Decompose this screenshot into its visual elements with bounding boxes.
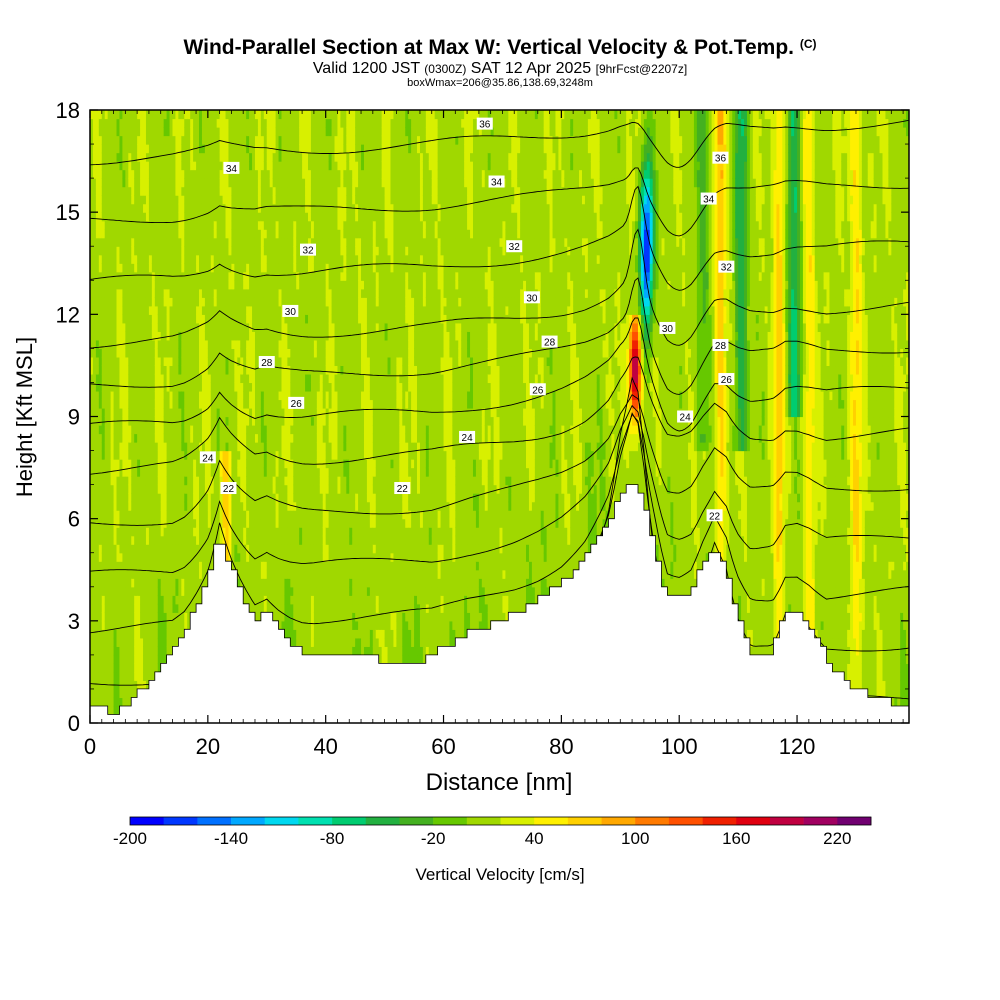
cross-section-chart: 363634343432 32323030302828 28262626242424…: [0, 0, 1000, 1000]
